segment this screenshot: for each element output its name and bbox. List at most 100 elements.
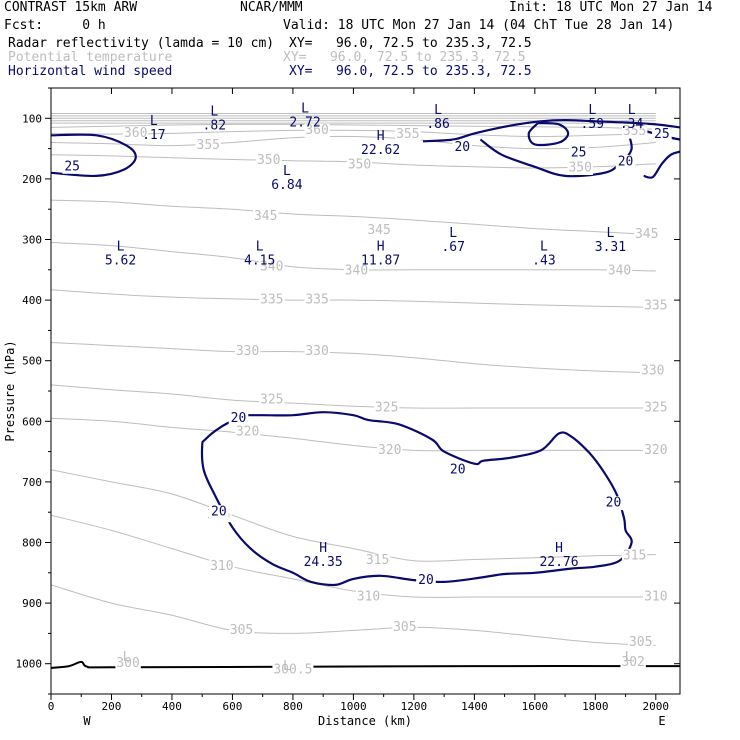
extremum-value: .43 [532, 253, 555, 268]
extremum-value: .34 [620, 117, 644, 132]
theta-label-315: 315 [366, 553, 389, 568]
theta-label-350: 350 [257, 153, 280, 168]
theta-label-355: 355 [396, 127, 419, 142]
theta-label-bg [620, 655, 646, 670]
x-tick-label: 1000 [340, 700, 367, 713]
theta-label-bg [634, 227, 660, 242]
low-marker: L [117, 239, 125, 254]
theta-label-bg [253, 209, 279, 224]
theta-label-300: 300 [116, 656, 139, 671]
theta-label-325: 325 [260, 393, 283, 408]
extremum-value: .67 [441, 240, 464, 255]
extremum-value: 22.62 [361, 143, 400, 158]
theta-label-bg [195, 138, 221, 153]
theta-contour-5 [51, 123, 656, 130]
theta-label-350: 350 [348, 157, 371, 172]
theta-label-bg [376, 443, 403, 458]
wind-label-20: 20 [606, 496, 622, 511]
theta-label-bg [259, 259, 285, 274]
theta-contour-13 [51, 384, 656, 409]
theta-label-340: 340 [345, 264, 368, 279]
wind-label-bg [615, 154, 636, 169]
west-endpoint: W [83, 714, 91, 728]
wind-label-bg [452, 140, 473, 155]
wind-label-bg [416, 573, 436, 588]
low-marker: L [150, 114, 158, 129]
theta-label-bg [392, 620, 418, 635]
y-tick-label: 400 [22, 294, 42, 307]
wind-label-bg [568, 145, 589, 160]
low-marker: L [210, 105, 218, 120]
wind-label-bg [652, 127, 672, 142]
theta-label-325: 325 [375, 400, 398, 415]
theta-label-305: 305 [629, 635, 652, 650]
x-tick-label: 1800 [582, 700, 609, 713]
theta-label-345: 345 [254, 209, 277, 224]
theta-label-320: 320 [236, 425, 259, 440]
theta-contour-12 [51, 342, 656, 374]
theta-label-335: 335 [260, 293, 283, 308]
low-marker: L [434, 103, 442, 118]
east-endpoint: E [658, 714, 665, 728]
high-marker: H [555, 541, 563, 556]
theta-contour-17 [51, 584, 656, 646]
y-tick-label: 900 [22, 597, 42, 610]
high-marker: H [377, 129, 385, 144]
theta-label-bg [643, 400, 669, 415]
wind-contour-2 [422, 119, 680, 143]
x-tick-label: 600 [223, 700, 243, 713]
theta-label-bg [259, 393, 285, 408]
low-marker: L [628, 103, 636, 118]
wind-contour-6 [200, 411, 633, 587]
x-axis-label: Distance (km) [318, 714, 412, 728]
extremum-value: 2.72 [289, 116, 320, 131]
theta-label-302: 302 [621, 655, 644, 670]
x-tick-label: 1600 [522, 700, 549, 713]
extremum-value: 24.35 [304, 555, 343, 570]
theta-label-315: 315 [623, 548, 646, 563]
low-marker: L [256, 239, 264, 254]
theta-label-360: 360 [305, 123, 328, 138]
low-marker: L [607, 226, 615, 241]
theta-label-bg [567, 160, 593, 175]
y-axis-label: Pressure (hPa) [3, 340, 17, 441]
reflectivity-contour [51, 660, 680, 669]
theta-label-320: 320 [378, 443, 401, 458]
y-tick-label: 100 [22, 112, 42, 125]
theta-label-335: 335 [644, 299, 667, 314]
wind-label-20: 20 [211, 505, 227, 520]
theta-label-bg [373, 400, 400, 415]
theta-contour-7 [51, 135, 656, 150]
theta-label-300.5: 300.5 [273, 662, 312, 677]
low-marker: L [625, 650, 633, 665]
theta-label-305: 305 [393, 620, 416, 635]
theta-label-310: 310 [644, 590, 667, 605]
theta-label-bg [115, 656, 141, 671]
theta-label-bg [355, 590, 382, 605]
theta-label-bg [304, 123, 330, 138]
theta-label-340: 340 [608, 264, 631, 279]
extremum-value: 5.62 [105, 253, 136, 268]
high-marker: H [319, 541, 327, 556]
theta-label-305: 305 [230, 623, 253, 638]
extremum-value: .17 [142, 128, 165, 143]
extremum-value: .86 [426, 117, 449, 132]
y-tick-label: 800 [22, 537, 42, 550]
extremum-value: .59 [581, 117, 604, 132]
theta-label-330: 330 [305, 344, 328, 359]
x-tick-label: 1400 [461, 700, 488, 713]
theta-contour-9 [51, 199, 656, 236]
low-marker: L [540, 239, 548, 254]
theta-label-355: 355 [197, 138, 220, 153]
wind-contour-1 [527, 122, 570, 147]
wind-contour-3 [479, 125, 633, 178]
low-marker: L [123, 650, 131, 665]
theta-label-355: 355 [623, 124, 646, 139]
org-label: NCAR/MMM [240, 0, 303, 15]
legend-theta-xy: XY= 96.0, 72.5 to 235.3, 72.5 [283, 50, 526, 65]
legend-wind: Horizontal wind speed [8, 64, 173, 79]
y-tick-label: 300 [22, 234, 42, 247]
extremum-value: 11.87 [361, 253, 400, 268]
wind-label-25: 25 [64, 159, 80, 174]
theta-label-340: 340 [260, 259, 283, 274]
